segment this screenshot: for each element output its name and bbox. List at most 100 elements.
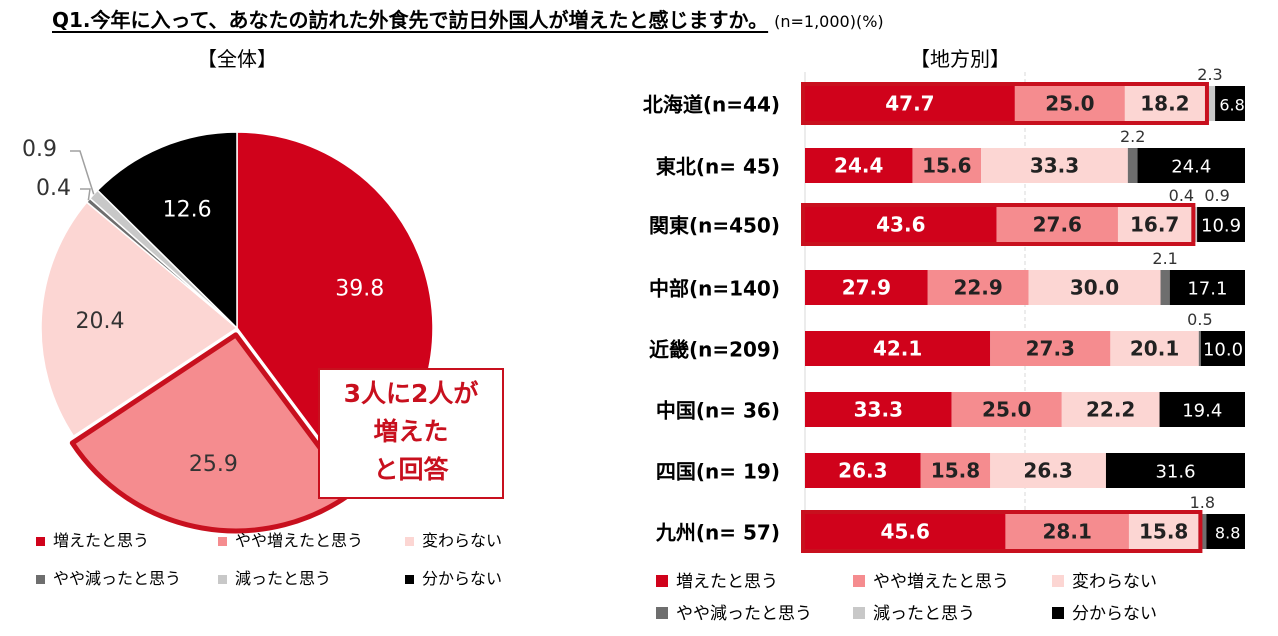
bar-category-label: 中部(n=140) (649, 277, 780, 301)
bar-data-label: 42.1 (873, 337, 922, 361)
bar-data-label: 25.0 (982, 398, 1031, 422)
bar-small-data-label: 0.9 (1204, 186, 1229, 205)
pie-slice-somewhat-increased (69, 332, 356, 534)
legend-swatch (36, 537, 45, 546)
bar-title: 【地方別】 (910, 47, 1010, 71)
legend-swatch (218, 575, 227, 584)
bar-segment (805, 148, 913, 183)
bar-segment (1197, 207, 1245, 242)
bar-data-label: 16.7 (1130, 213, 1179, 237)
pie-legend-item: 分からない (405, 569, 502, 588)
pie-data-label: 0.4 (36, 176, 71, 201)
legend-swatch (405, 575, 414, 584)
bar-small-data-label: 2.1 (1152, 249, 1177, 268)
chart-title: Q1.今年に入って、あなたの訪れた外食先で訪日外国人が増えたと感じますか。 (52, 8, 769, 32)
bar-highlight-outline (801, 510, 1203, 553)
legend-label: やや減ったと思う (676, 604, 812, 624)
legend-label: やや増えたと思う (873, 572, 1009, 592)
bar-segment (805, 514, 1006, 549)
pie-data-label: 12.6 (163, 198, 212, 223)
legend-swatch (656, 607, 668, 619)
bar-data-label: 15.8 (1139, 520, 1188, 544)
bar-segment (1137, 148, 1245, 183)
bar-segment (996, 207, 1118, 242)
bar-segment (805, 392, 952, 427)
bar-data-label: 8.8 (1215, 524, 1240, 543)
bar-segment (1204, 86, 1216, 121)
bar-segment (990, 453, 1106, 488)
legend-label: 変わらない (422, 531, 502, 550)
bar-segment (1159, 392, 1245, 427)
bar-segment (805, 270, 928, 305)
bar-segment (951, 392, 1062, 427)
bar-data-label: 30.0 (1070, 276, 1119, 300)
bar-category-label: 四国(n= 19) (656, 460, 780, 484)
pie-legend-item: 減ったと思う (218, 569, 331, 588)
bar-segment (920, 453, 991, 488)
bar-segment (1124, 86, 1205, 121)
bar-segment (805, 331, 991, 366)
bar-data-label: 6.8 (1219, 96, 1244, 115)
pie-data-label: 39.8 (335, 276, 384, 301)
bar-segment (805, 453, 921, 488)
bar-data-label: 27.6 (1033, 213, 1082, 237)
pie-legend-item: やや減ったと思う (36, 569, 181, 588)
bar-data-label: 45.6 (881, 520, 930, 544)
callout-border (318, 368, 504, 499)
bar-category-label: 九州(n= 57) (655, 521, 780, 545)
bar-segment (1206, 514, 1245, 549)
legend-swatch (405, 537, 414, 546)
bar-data-label: 33.3 (1030, 154, 1079, 178)
callout-text: 3人に2人が (344, 379, 479, 408)
legend-label: 減ったと思う (235, 569, 331, 588)
bar-legend-item: 分からない (1052, 604, 1157, 624)
pie-legend-item: 変わらない (405, 531, 502, 550)
bar-data-label: 10.9 (1201, 216, 1241, 237)
legend-swatch (656, 575, 668, 587)
bar-data-label: 19.4 (1182, 401, 1222, 422)
bar-highlight-outline (801, 82, 1209, 125)
bar-segment (927, 270, 1029, 305)
bar-segment (1160, 270, 1170, 305)
bar-segment (1110, 331, 1199, 366)
bar-segment (1105, 453, 1245, 488)
bar-data-label: 26.3 (838, 459, 887, 483)
pie-leader-line (80, 188, 91, 201)
bar-category-label: 近畿(n=209) (649, 338, 780, 362)
bar-data-label: 24.4 (834, 154, 883, 178)
bar-small-data-label: 0.5 (1187, 310, 1212, 329)
legend-label: 減ったと思う (873, 604, 975, 624)
bar-data-label: 27.9 (842, 276, 891, 300)
legend-swatch (1052, 575, 1064, 587)
bar-data-label: 10.0 (1203, 340, 1243, 361)
bar-segment (981, 148, 1128, 183)
bar-legend-item: やや増えたと思う (853, 572, 1009, 592)
pie-legend-item: 増えたと思う (36, 531, 149, 550)
bar-segment (1028, 270, 1161, 305)
bar-segment (1127, 148, 1138, 183)
bar-highlight-outline (801, 203, 1196, 246)
legend-label: 分からない (422, 569, 502, 588)
bar-small-data-label: 2.2 (1120, 127, 1145, 146)
bar-segment (1014, 86, 1125, 121)
bar-segment (1128, 514, 1199, 549)
bar-data-label: 17.1 (1187, 279, 1227, 300)
legend-label: 分からない (1072, 604, 1157, 624)
bar-data-label: 33.3 (854, 398, 903, 422)
legend-label: やや減ったと思う (53, 569, 181, 588)
sample-size-note: (n=1,000)(%) (774, 12, 884, 31)
bar-data-label: 47.7 (885, 92, 934, 116)
pie-title: 【全体】 (197, 47, 277, 71)
bar-segment (1061, 392, 1160, 427)
pie-data-label: 0.9 (22, 137, 57, 162)
bar-category-label: 関東(n=450) (649, 214, 780, 238)
bar-segment (1005, 514, 1129, 549)
bar-data-label: 15.8 (931, 459, 980, 483)
pie-data-label: 25.9 (189, 452, 238, 477)
bar-small-data-label: 2.3 (1197, 65, 1222, 84)
bar-segment (1117, 207, 1192, 242)
bar-legend-item: 減ったと思う (853, 604, 975, 624)
bar-segment (1198, 331, 1201, 366)
